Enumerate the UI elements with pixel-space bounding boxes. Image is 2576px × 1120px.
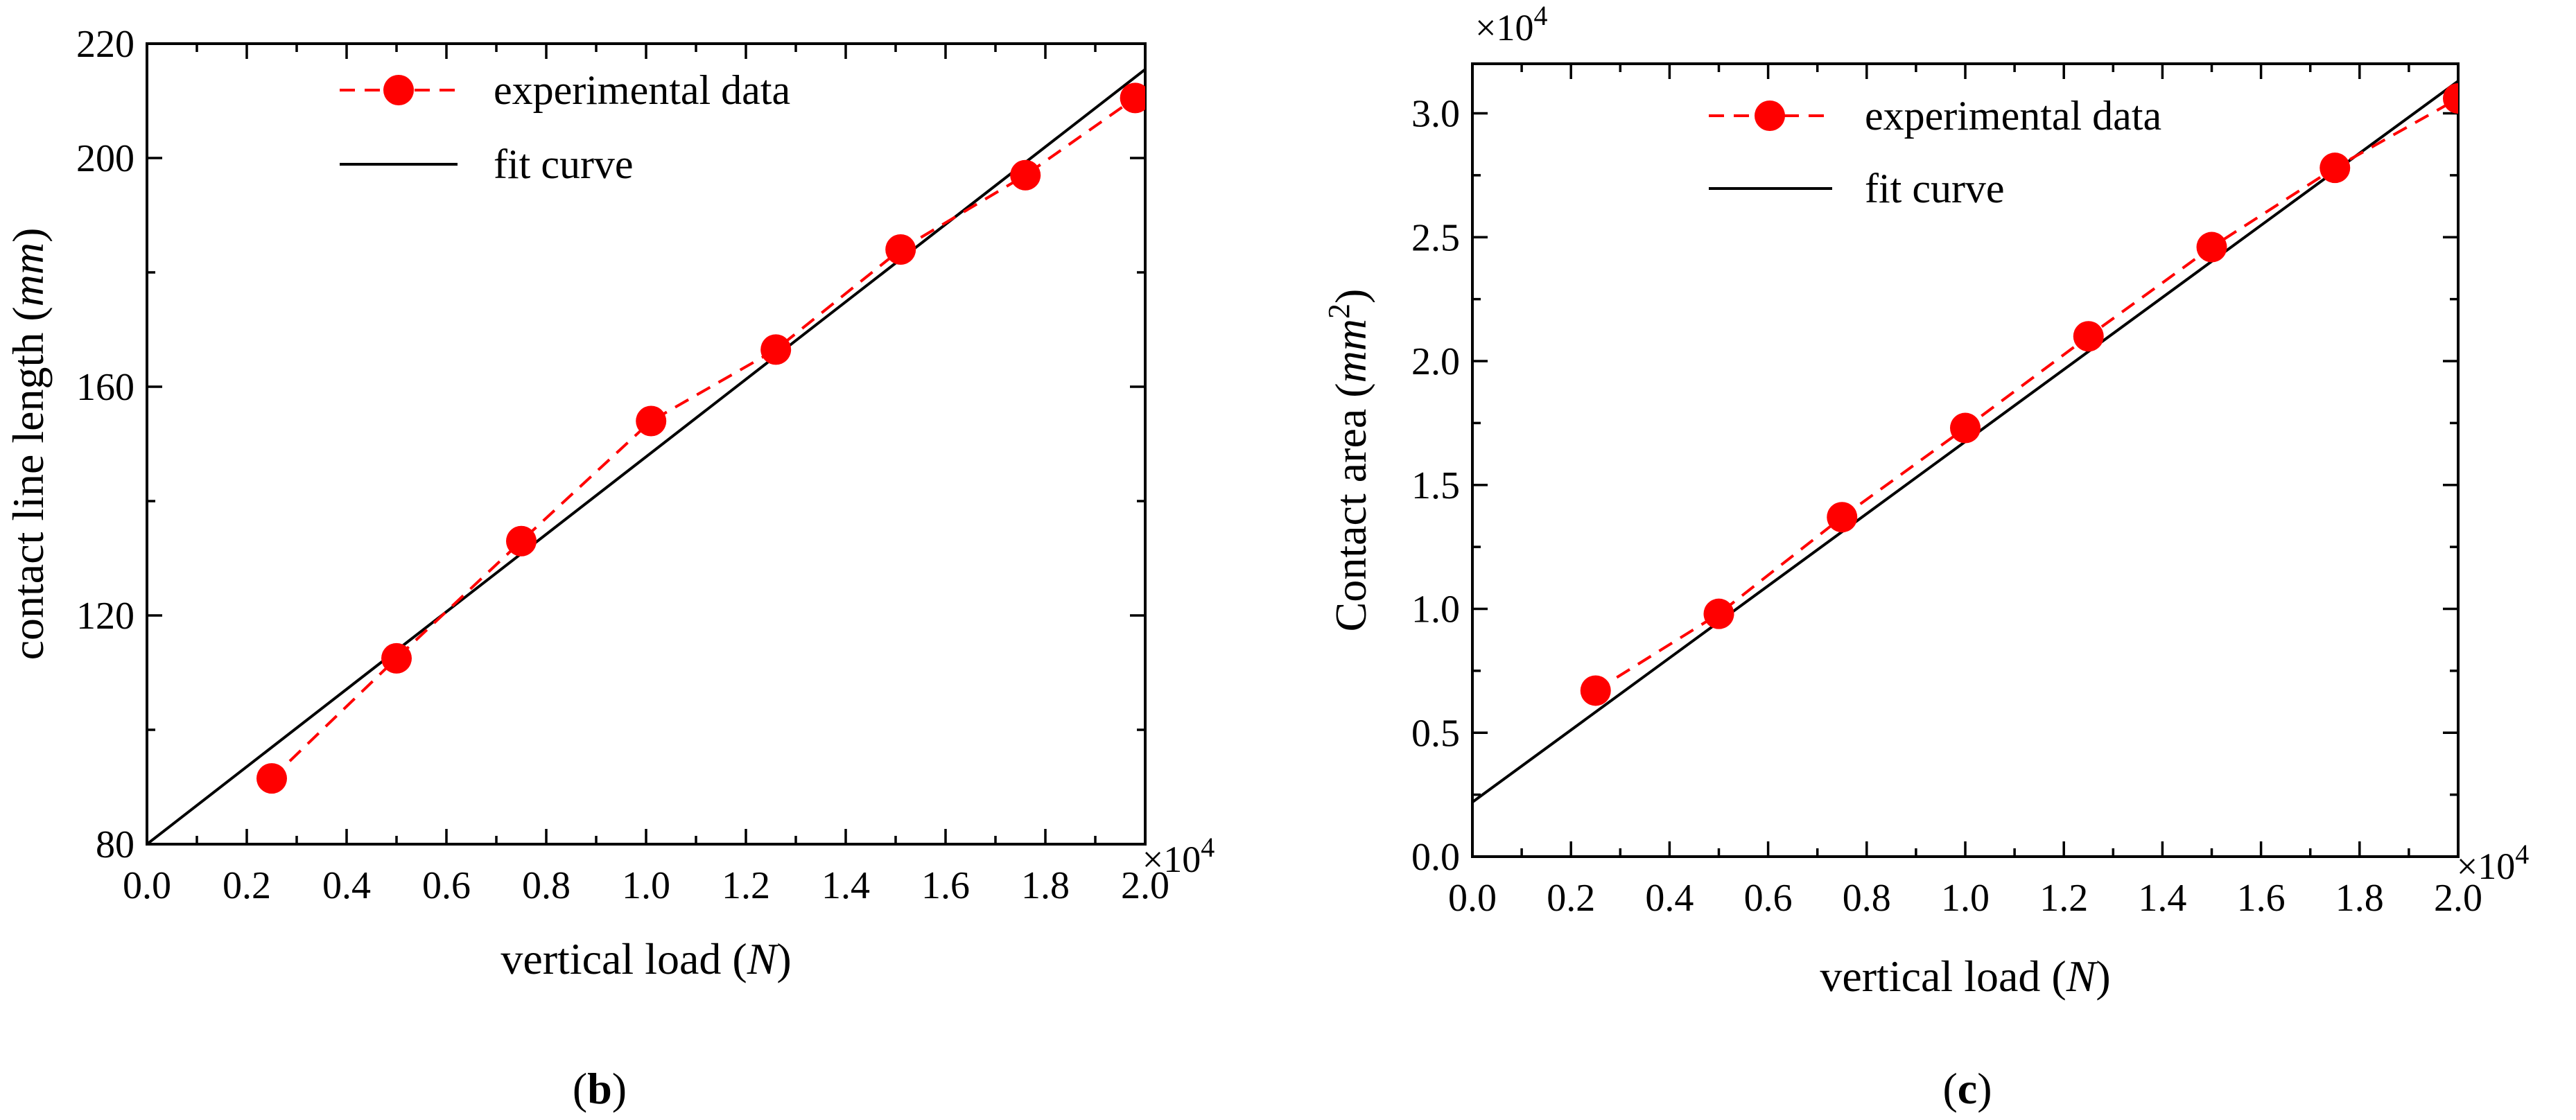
experimental-data-point [1580, 675, 1611, 706]
experimental-data-line [1594, 97, 2458, 692]
y-tick-label: 3.0 [1411, 93, 1460, 136]
y-axis-title: Contact area (mm2) [1322, 289, 1375, 632]
plot-frame [146, 42, 1147, 846]
y-tick-label: 1.0 [1411, 588, 1460, 631]
x-tick-label: 1.0 [622, 864, 670, 907]
experimental-data-point [760, 334, 792, 365]
plot-area [147, 68, 1145, 844]
experimental-data-point [1827, 502, 1858, 533]
x-tick-label: 0.0 [123, 864, 171, 907]
x-tick-label: 0.4 [322, 864, 371, 907]
panel-label: (b) [573, 1064, 627, 1113]
x-axis-title: vertical load (N) [1820, 952, 2110, 1001]
experimental-data-point [2073, 321, 2104, 352]
x-tick-label: 1.2 [2039, 877, 2088, 920]
x-tick-label: 1.8 [1021, 864, 1070, 907]
experimental-data-point [2443, 83, 2458, 114]
x-tick-label: 1.4 [821, 864, 870, 907]
experimental-data-point [2196, 231, 2227, 263]
experimental-data-line [270, 96, 1136, 780]
y-tick-label: 2.0 [1411, 340, 1460, 383]
x-tick-label: 1.2 [722, 864, 770, 907]
x-tick-label: 0.2 [223, 864, 271, 907]
x-tick-label: 0.6 [422, 864, 471, 907]
legend-experimental-marker [1755, 100, 1785, 131]
x-tick-label: 2.0 [1121, 864, 1169, 907]
experimental-data-point [1010, 159, 1041, 191]
plot-area [1472, 80, 2458, 803]
y-tick-label: 0.0 [1411, 836, 1460, 879]
y-tick-label: 1.5 [1411, 464, 1460, 507]
experimental-data-point [256, 763, 287, 794]
chart-panel-b: 0.0 0.2 0.4 0.6 0.8 1.0 1.2 1.4 1.6 1.8 2.0 80 120 16… [3, 23, 1215, 1113]
y-tick-label: 220 [76, 23, 134, 66]
y-tick-label: 160 [76, 366, 134, 409]
x-tick-label: 1.8 [2335, 877, 2384, 920]
legend-fit-label: fit curve [494, 141, 634, 187]
x-tick-label: 1.6 [2237, 877, 2286, 920]
chart-panel-c: 0.0 0.2 0.4 0.6 0.8 1.0 1.2 1.4 1.6 1.8 2.0 0.0 0.5 1… [1322, 0, 2529, 1113]
y-tick-label: 0.5 [1411, 712, 1460, 755]
x-axis-multiplier: ×104 [2457, 839, 2529, 887]
y-tick-label: 200 [76, 137, 134, 180]
fit-curve-line [147, 68, 1145, 844]
experimental-data-point [1120, 82, 1145, 114]
x-tick-label: 0.8 [522, 864, 571, 907]
y-tick-label: 120 [76, 595, 134, 638]
y-tick-label: 80 [96, 823, 134, 866]
legend-experimental-label: experimental data [1865, 93, 2161, 139]
x-tick-label: 1.0 [1941, 877, 1990, 920]
experimental-data-point [1703, 598, 1734, 629]
panel-label: (c) [1942, 1064, 1992, 1113]
experimental-data-point [1950, 412, 1981, 444]
x-tick-label: 0.0 [1448, 877, 1497, 920]
experimental-data-point [885, 234, 916, 265]
experimental-data-point [2320, 152, 2351, 184]
y-axis-title: contact line length (mm) [3, 228, 53, 660]
x-tick-label: 1.6 [921, 864, 970, 907]
x-axis-multiplier: ×104 [1142, 832, 1215, 880]
experimental-data-point [381, 642, 412, 674]
x-tick-label: 0.4 [1645, 877, 1694, 920]
experimental-data-point [636, 405, 667, 437]
experimental-data-point [506, 525, 537, 557]
legend-experimental-label: experimental data [494, 67, 790, 113]
y-tick-label: 2.5 [1411, 216, 1460, 259]
legend-fit-label: fit curve [1865, 166, 2005, 211]
x-tick-label: 1.4 [2138, 877, 2186, 920]
x-tick-label: 2.0 [2434, 877, 2482, 920]
x-tick-label: 0.8 [1843, 877, 1891, 920]
x-tick-label: 0.6 [1744, 877, 1793, 920]
x-axis-title: vertical load (N) [501, 934, 791, 983]
y-axis-multiplier: ×104 [1475, 0, 1547, 49]
x-tick-label: 0.2 [1547, 877, 1595, 920]
legend-experimental-marker [383, 75, 414, 105]
